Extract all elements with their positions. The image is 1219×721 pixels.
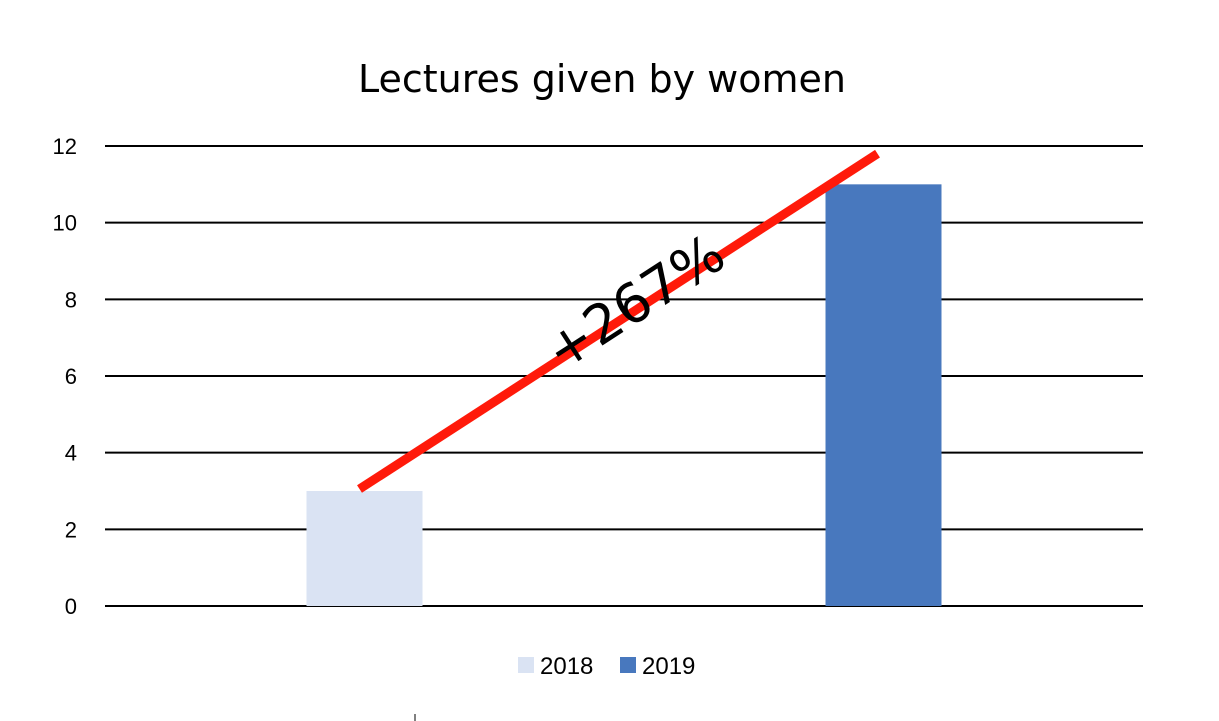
legend-label-2019: 2019 bbox=[642, 653, 695, 680]
bars bbox=[306, 184, 942, 607]
y-tick-label: 4 bbox=[65, 441, 77, 466]
legend: 2018 2019 bbox=[518, 653, 695, 680]
y-tick-label: 0 bbox=[65, 594, 77, 619]
trend-annotation: +267% bbox=[357, 149, 880, 493]
y-axis-tick-labels: 0 2 4 6 8 10 12 bbox=[53, 134, 77, 619]
legend-swatch-2018 bbox=[518, 657, 534, 673]
bar-2019 bbox=[825, 184, 942, 607]
legend-swatch-2019 bbox=[620, 657, 636, 673]
bar-2018 bbox=[306, 491, 423, 606]
y-tick-label: 2 bbox=[65, 517, 77, 542]
y-tick-label: 6 bbox=[65, 364, 77, 389]
trend-line bbox=[357, 149, 880, 493]
chart-title: Lectures given by women bbox=[358, 57, 846, 101]
legend-label-2018: 2018 bbox=[540, 653, 593, 680]
gridlines bbox=[105, 145, 1143, 607]
y-tick-label: 12 bbox=[53, 134, 77, 159]
y-tick-label: 8 bbox=[65, 287, 77, 312]
annotation-label: +267% bbox=[534, 222, 736, 383]
y-tick-label: 10 bbox=[53, 211, 77, 236]
